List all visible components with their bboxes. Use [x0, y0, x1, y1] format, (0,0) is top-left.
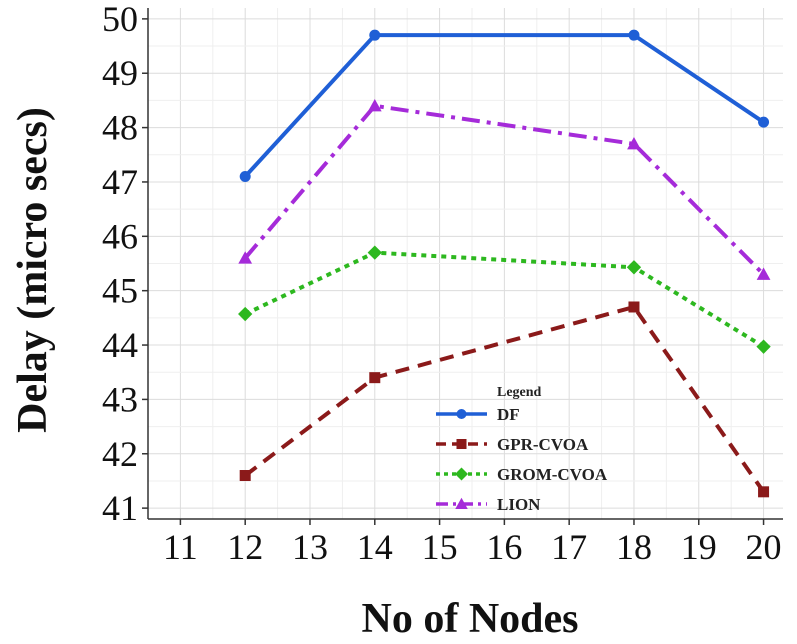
data-point-lion [627, 137, 641, 150]
grid-lines [147, 8, 783, 519]
series-line-gpr-cvoa [243, 304, 766, 493]
y-tick-label: 44 [102, 325, 138, 365]
x-axis-ticks: 11 12 13 14 15 16 17 18 19 20 [163, 519, 782, 567]
series-line-lion [243, 103, 765, 276]
series-line-grom-cvoa [244, 250, 765, 349]
legend-label-grom-cvoa: GROM-CVOA [497, 465, 608, 484]
legend-items: DF GPR-CVOA GROM-CVOA LION [436, 405, 608, 514]
data-point-gpr-cvoa [758, 486, 770, 498]
x-tick-label: 17 [551, 527, 587, 567]
y-tick-label: 46 [102, 216, 138, 256]
legend-label-df: DF [497, 405, 520, 424]
series-lines [243, 33, 766, 493]
x-axis-title: No of Nodes [362, 596, 579, 642]
x-tick-label: 16 [486, 527, 522, 567]
data-point-df [758, 116, 770, 128]
y-tick-label: 45 [102, 271, 138, 311]
data-point-gpr-cvoa [369, 372, 381, 384]
x-tick-label: 14 [357, 527, 393, 567]
legend-marker-gpr-cvoa [456, 439, 467, 449]
y-tick-label: 42 [102, 434, 138, 474]
legend-label-lion: LION [497, 495, 541, 514]
legend-label-gpr-cvoa: GPR-CVOA [497, 435, 589, 454]
y-axis-title: Delay (micro secs) [10, 107, 56, 433]
data-point-grom-cvoa [756, 339, 771, 354]
data-point-df [239, 171, 251, 183]
data-point-gpr-cvoa [628, 301, 640, 313]
x-tick-label: 18 [616, 527, 652, 567]
legend-title: Legend [497, 385, 542, 400]
x-tick-label: 19 [681, 527, 717, 567]
y-tick-label: 50 [102, 0, 138, 39]
data-point-lion [238, 251, 253, 264]
data-point-lion [367, 98, 382, 112]
data-point-grom-cvoa [238, 306, 253, 322]
y-tick-label: 41 [102, 488, 138, 528]
y-tick-label: 49 [102, 53, 138, 93]
y-axis-ticks: 41 42 43 44 45 46 47 48 49 50 [102, 0, 148, 528]
x-tick-label: 15 [422, 527, 458, 567]
x-tick-label: 13 [292, 527, 328, 567]
data-point-grom-cvoa [626, 260, 642, 275]
y-tick-label: 48 [102, 108, 138, 148]
y-tick-label: 43 [102, 379, 138, 419]
legend-marker-lion [455, 497, 468, 509]
y-tick-label: 47 [102, 162, 138, 202]
legend: Legend DF GPR-CVOA GROM-CVOA LION [436, 385, 608, 514]
data-point-grom-cvoa [367, 245, 382, 260]
series-line-df [243, 33, 765, 178]
series-markers [238, 29, 771, 498]
data-point-df [628, 29, 640, 41]
legend-marker-grom-cvoa [455, 467, 468, 481]
data-point-gpr-cvoa [239, 470, 251, 482]
data-point-df [369, 29, 381, 41]
x-tick-label: 12 [227, 527, 263, 567]
x-tick-label: 11 [163, 527, 198, 567]
x-tick-label: 20 [746, 527, 782, 567]
data-point-lion [756, 267, 771, 280]
legend-marker-df [456, 409, 467, 419]
